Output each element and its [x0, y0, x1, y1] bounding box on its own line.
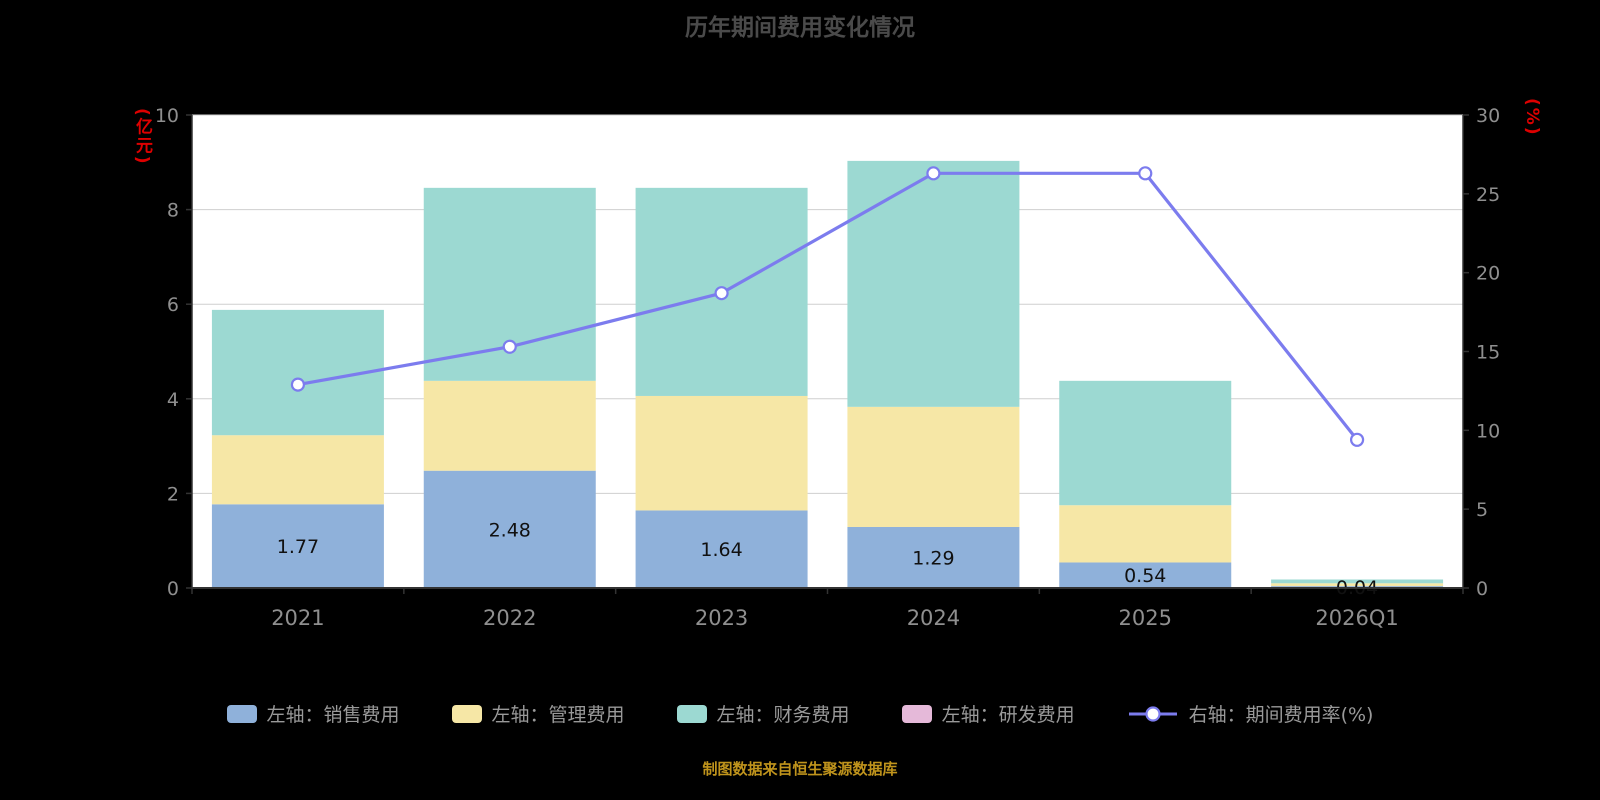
left-axis-tick-label: 2	[167, 483, 179, 505]
right-axis-tick-label: 20	[1476, 263, 1500, 285]
legend-item-rd-expense[interactable]: 左轴：研发费用	[901, 700, 1075, 727]
data-source-note: 制图数据来自恒生聚源数据库	[702, 760, 898, 778]
bar-segment[interactable]	[423, 380, 596, 471]
expense-rate-marker[interactable]	[1349, 432, 1365, 447]
left-axis-tick-label: 4	[167, 389, 179, 411]
left-axis-tick-label: 10	[155, 105, 179, 127]
expense-stacked-bar-line-chart: 1.772.481.64 1.290.540.040246810051015202…	[155, 105, 1500, 630]
chart-legend: 左轴：销售费用 左轴：管理费用 左轴：财务费用 左轴：研发费用 右轴：期间费用率…	[0, 700, 1600, 727]
right-axis-tick-label: 25	[1476, 184, 1500, 206]
legend-label-finance-expense: 左轴：财务费用	[716, 704, 850, 726]
bar-segment[interactable]	[635, 510, 808, 588]
right-axis-tick-label: 30	[1476, 105, 1500, 127]
legend-item-expense-rate[interactable]: 右轴：期间费用率(%)	[1127, 700, 1374, 727]
chart-title: 历年期间费用变化情况	[685, 15, 915, 41]
bar-segment[interactable]	[1059, 562, 1232, 588]
legend-label-rd-expense: 左轴：研发费用	[941, 704, 1075, 726]
bar-segment[interactable]	[211, 309, 384, 436]
sales-expense-swatch-icon	[226, 704, 257, 723]
bar-segment[interactable]	[211, 435, 384, 505]
bar-value-label: 2.48	[489, 519, 531, 541]
right-axis-tick-label: 10	[1476, 420, 1500, 442]
legend-item-finance-expense[interactable]: 左轴：财务费用	[676, 700, 850, 727]
x-axis-label: 2021	[271, 606, 324, 630]
bar-segment[interactable]	[1059, 380, 1232, 506]
right-axis-tick-label: 0	[1476, 578, 1488, 600]
bar-segment[interactable]	[1271, 579, 1444, 584]
bar-segment[interactable]	[211, 504, 384, 588]
x-axis-label: 2023	[695, 606, 748, 630]
left-axis-tick-label: 6	[167, 294, 179, 316]
left-axis-tick-label: 8	[167, 200, 179, 222]
bar-segment[interactable]	[847, 526, 1020, 588]
x-axis-label: 2025	[1119, 606, 1172, 630]
x-axis-label: 2022	[483, 606, 536, 630]
bar-segment[interactable]	[847, 406, 1020, 527]
left-axis-unit-label: (亿元)	[132, 108, 152, 166]
rd-expense-swatch-icon	[901, 704, 932, 723]
legend-label-expense-rate: 右轴：期间费用率(%)	[1188, 704, 1374, 726]
expense-rate-line	[296, 171, 1359, 442]
admin-expense-swatch-icon	[451, 704, 482, 723]
left-axis-tick-label: 0	[167, 578, 179, 600]
bar-segment[interactable]	[847, 160, 1020, 407]
expense-rate-marker[interactable]	[502, 339, 517, 354]
bar-value-label: 1.29	[912, 547, 954, 569]
legend-label-sales-expense: 左轴：销售费用	[266, 704, 400, 726]
right-axis-tick-label: 5	[1476, 499, 1488, 521]
right-axis-tick-label: 15	[1476, 342, 1500, 364]
bar-segment[interactable]	[1059, 505, 1232, 563]
expense-rate-marker[interactable]	[1138, 166, 1153, 181]
plot-area	[192, 115, 1463, 588]
x-axis-label: 2024	[907, 606, 960, 630]
bar-segment[interactable]	[423, 470, 596, 588]
bar-segment[interactable]	[1271, 583, 1444, 587]
legend-item-admin-expense[interactable]: 左轴：管理费用	[451, 700, 625, 727]
bar-value-label: 1.64	[700, 539, 742, 561]
expense-rate-marker[interactable]	[714, 286, 729, 301]
finance-expense-swatch-icon	[676, 704, 707, 723]
expense-rate-marker[interactable]	[290, 377, 306, 392]
legend-label-admin-expense: 左轴：管理费用	[491, 704, 625, 726]
bar-segment[interactable]	[635, 395, 808, 511]
bar-value-label: 0.54	[1124, 565, 1166, 587]
x-axis-label: 2026Q1	[1315, 606, 1398, 630]
bar-value-label: 1.77	[277, 536, 319, 558]
legend-item-sales-expense[interactable]: 左轴：销售费用	[226, 700, 400, 727]
expense-rate-marker[interactable]	[926, 166, 941, 181]
right-axis-unit-label: (%)	[1522, 98, 1542, 137]
line-series-marker-icon	[1128, 705, 1177, 722]
